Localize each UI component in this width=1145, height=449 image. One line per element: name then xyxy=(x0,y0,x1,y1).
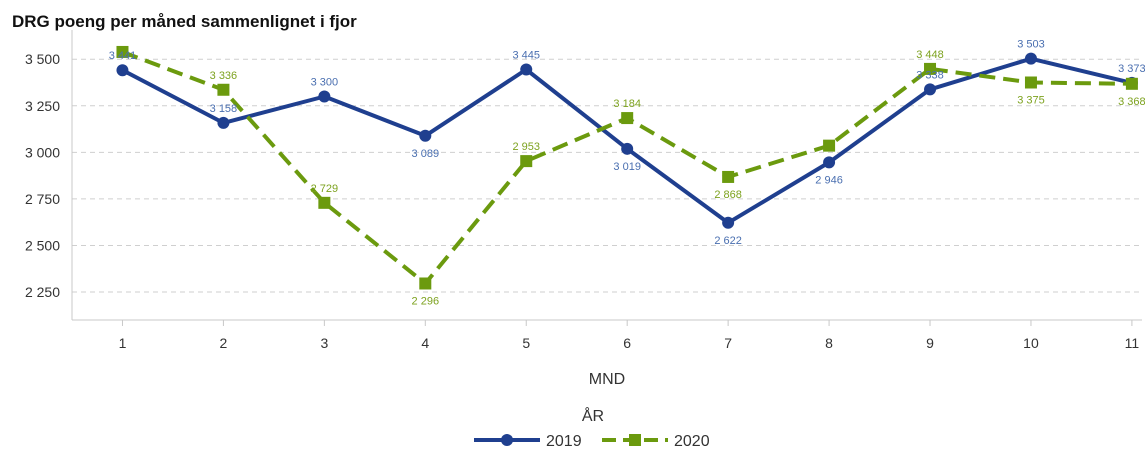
y-tick-label: 2 750 xyxy=(25,191,60,207)
data-label-2019: 3 441 xyxy=(109,50,137,62)
data-label-2020: 3 184 xyxy=(613,98,641,110)
data-label-2019: 3 503 xyxy=(1017,39,1045,51)
marker-2019 xyxy=(722,216,735,229)
y-tick-label: 3 500 xyxy=(25,51,60,67)
x-axis-title: MND xyxy=(589,371,625,388)
x-tick-labels: 1 2 3 4 5 6 7 8 9 10 11 xyxy=(119,335,1140,351)
x-tick-label: 1 xyxy=(119,335,127,351)
x-tick-label: 2 xyxy=(220,335,228,351)
x-tick-label: 11 xyxy=(1125,335,1140,351)
marker-2020 xyxy=(823,139,836,152)
marker-2019 xyxy=(217,116,230,129)
x-tick-label: 8 xyxy=(825,335,833,351)
data-label-2019: 3 300 xyxy=(311,76,339,88)
chart-title: DRG poeng per måned sammenlignet i fjor xyxy=(12,12,357,31)
marker-2019 xyxy=(116,64,129,77)
data-label-2020: 3 336 xyxy=(210,70,238,82)
data-label-2020: 2 953 xyxy=(512,141,540,153)
data-label-2020: 3 448 xyxy=(916,49,944,61)
data-label-2020: 2 729 xyxy=(311,183,339,195)
marker-2019 xyxy=(318,90,331,103)
x-tick-label: 9 xyxy=(926,335,934,351)
y-tick-label: 3 250 xyxy=(25,98,60,114)
data-label-2020: 2 868 xyxy=(714,189,742,201)
series-markers xyxy=(116,45,1138,290)
legend-label-2020: 2020 xyxy=(674,433,710,449)
x-tick-label: 7 xyxy=(724,335,732,351)
legend: ÅR 2019 2020 xyxy=(474,406,710,449)
data-label-2019: 3 158 xyxy=(210,103,238,115)
marker-2020 xyxy=(217,83,230,96)
marker-2019 xyxy=(924,83,937,96)
series-line-2019 xyxy=(121,56,1133,225)
marker-2020 xyxy=(520,155,533,168)
x-tick-label: 4 xyxy=(421,335,429,351)
marker-2019 xyxy=(419,129,432,142)
axes xyxy=(71,30,1142,326)
data-label-2020: 2 296 xyxy=(412,295,440,307)
marker-2020 xyxy=(924,62,937,75)
gridlines xyxy=(72,58,1142,293)
marker-2020 xyxy=(318,196,331,209)
data-label-2019: 3 338 xyxy=(916,69,944,81)
data-labels: 3 441 3 158 3 300 3 089 3 445 3 019 2 622 2 946… xyxy=(109,39,1145,308)
data-label-2019: 3 019 xyxy=(613,161,641,173)
data-label-2019: 3 089 xyxy=(412,148,440,160)
y-tick-label: 2 500 xyxy=(25,237,60,253)
marker-2020 xyxy=(1125,77,1138,90)
marker-2020 xyxy=(621,112,634,125)
data-label-2019: 2 622 xyxy=(714,235,742,247)
x-tick-label: 3 xyxy=(320,335,328,351)
marker-2019 xyxy=(520,63,533,76)
marker-2019 xyxy=(823,156,836,169)
x-tick-label: 10 xyxy=(1023,335,1039,351)
data-label-2020: 3 375 xyxy=(1017,95,1045,107)
legend-marker-2019 xyxy=(501,434,513,446)
marker-2020 xyxy=(419,277,432,290)
marker-2020 xyxy=(722,170,735,183)
y-tick-label: 3 000 xyxy=(25,144,60,160)
legend-marker-2020 xyxy=(629,434,641,446)
data-label-2019: 3 373 xyxy=(1118,63,1145,75)
data-label-2020: 3 368 xyxy=(1118,96,1145,108)
x-tick-label: 5 xyxy=(522,335,530,351)
legend-label-2019: 2019 xyxy=(546,433,582,449)
legend-title: ÅR xyxy=(582,406,604,425)
marker-2019 xyxy=(1024,52,1037,65)
data-label-2019: 2 946 xyxy=(815,174,843,186)
y-tick-label: 2 250 xyxy=(25,284,60,300)
marker-2020 xyxy=(116,45,129,58)
data-label-2019: 3 445 xyxy=(512,49,540,61)
y-tick-labels: 2 250 2 500 2 750 3 000 3 250 3 500 xyxy=(25,51,60,300)
marker-2020 xyxy=(1024,76,1037,89)
marker-2019 xyxy=(621,142,634,155)
x-tick-label: 6 xyxy=(623,335,631,351)
